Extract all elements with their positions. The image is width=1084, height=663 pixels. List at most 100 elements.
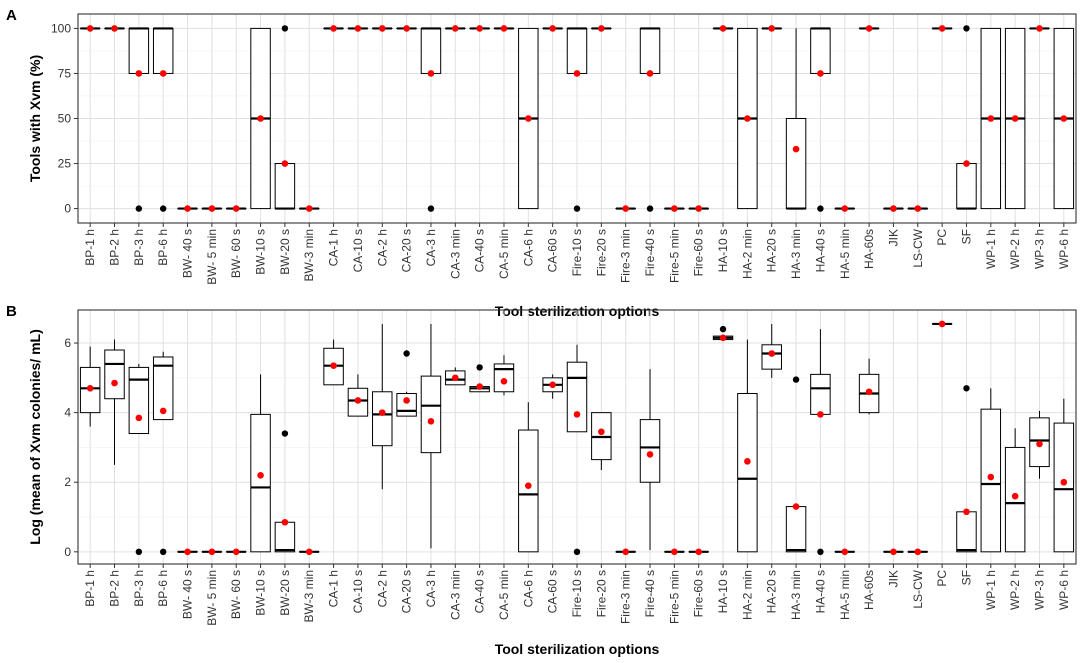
x-tick-label: HA-10 s (716, 229, 730, 272)
x-tick-label: HA-3 min (789, 229, 803, 279)
box-group-36 (956, 25, 977, 210)
mean-point (184, 205, 191, 212)
mean-point (354, 25, 362, 32)
x-tick-label: BP-1 h (83, 570, 97, 607)
mean-point (841, 205, 849, 212)
box-group-11 (347, 25, 369, 32)
box-body (639, 27, 661, 74)
box-group-16 (469, 25, 490, 32)
box-body (639, 419, 661, 483)
box-group-14 (420, 27, 442, 212)
box-group-35 (931, 25, 953, 32)
box-group-33 (883, 548, 904, 556)
box-body (420, 375, 442, 454)
mean-point (378, 409, 386, 416)
x-tick-label: Fire-40 s (643, 229, 657, 276)
box-group-30 (810, 329, 831, 556)
x-tick-label: WP-2 h (1008, 229, 1022, 269)
outlier-point (573, 548, 581, 556)
box-body (274, 163, 296, 210)
x-tick-label: BW- 5 min (205, 229, 219, 285)
mean-point (1011, 492, 1019, 500)
x-tick-label: HA-5 min (838, 229, 852, 279)
box-group-39 (1029, 25, 1050, 32)
mean-point (792, 503, 800, 510)
box-group-23 (639, 369, 661, 551)
box-group-19 (542, 374, 563, 399)
box-body (104, 349, 125, 400)
mean-point (963, 160, 970, 167)
box-group-25 (688, 205, 709, 212)
x-tick-label: CA-3 h (424, 570, 438, 607)
box-group-15 (445, 25, 466, 32)
box-group-26 (712, 25, 734, 32)
mean-point (525, 482, 532, 490)
box-group-27 (737, 27, 758, 210)
mean-point (865, 25, 873, 32)
box-group-5 (201, 548, 223, 556)
box-group-38 (1004, 27, 1026, 210)
mean-point (525, 115, 532, 122)
x-tick-label: Fire-10 s (570, 229, 584, 276)
x-tick-label: HA-5 min (838, 570, 852, 620)
box-group-1 (104, 25, 125, 32)
box-group-40 (1053, 398, 1075, 553)
box-group-11 (347, 374, 369, 417)
mean-point (208, 548, 216, 556)
box-group-6 (225, 548, 247, 556)
mean-point (914, 548, 922, 556)
box-body (518, 429, 539, 553)
box-group-14 (420, 323, 442, 549)
mean-point (695, 205, 703, 212)
x-tick-label: CA-1 h (327, 229, 341, 266)
box-body (810, 373, 831, 415)
outlier-point (281, 25, 289, 32)
x-tick-label: Fire-60 s (692, 229, 706, 276)
box-group-21 (591, 412, 612, 471)
x-tick-label: BW- 60 s (229, 570, 243, 619)
mean-point (938, 25, 946, 32)
box-group-17 (493, 355, 515, 396)
box-group-8 (274, 430, 296, 553)
box-group-21 (591, 25, 612, 32)
x-tick-label: CA-1 h (327, 570, 341, 607)
x-tick-label: CA-3 min (448, 229, 462, 279)
x-tick-label: WP-1 h (984, 570, 998, 610)
mean-point (111, 25, 118, 32)
x-tick-label: SF (959, 229, 973, 244)
x-tick-label: BW- 40 s (181, 570, 195, 619)
box-group-0 (79, 346, 101, 427)
x-tick-label: BP-1 h (83, 229, 97, 266)
x-tick-label: BP-2 h (108, 229, 122, 266)
mean-point (914, 205, 922, 212)
mean-point (963, 508, 970, 516)
box-group-0 (79, 25, 101, 32)
box-group-38 (1004, 428, 1026, 553)
mean-point (987, 473, 995, 481)
mean-point (549, 25, 556, 32)
mean-point (646, 451, 654, 458)
mean-point (841, 548, 849, 556)
mean-point (671, 548, 678, 556)
panel-b-plot: 0 2 4 6 BP-1 h BP-2 h BP-3 h BP-6 h BW- 40 s BW- … (27, 309, 1077, 657)
x-tick-label: HA-60s (862, 229, 876, 269)
mean-point (451, 25, 459, 32)
x-tick-label: CA-60 s (546, 229, 560, 272)
box-group-32 (858, 25, 880, 32)
x-tick-label: HA-60s (862, 570, 876, 610)
x-tick-label: LS-CW (911, 228, 925, 267)
box-group-25 (688, 548, 709, 556)
panel-a-letter: A (6, 7, 17, 24)
box-group-13 (396, 350, 417, 417)
x-tick-label: CA-3 h (424, 229, 438, 266)
box-group-40 (1053, 27, 1075, 210)
mean-point (890, 548, 897, 556)
x-tick-label: HA-3 min (789, 570, 803, 620)
box-body (810, 27, 831, 74)
box-group-31 (834, 205, 855, 212)
x-tick-label: JIK (886, 229, 900, 246)
box-group-10 (323, 25, 344, 32)
x-tick-label: LS-CW (911, 569, 925, 608)
box-group-29 (785, 376, 807, 553)
box-body (128, 366, 150, 435)
